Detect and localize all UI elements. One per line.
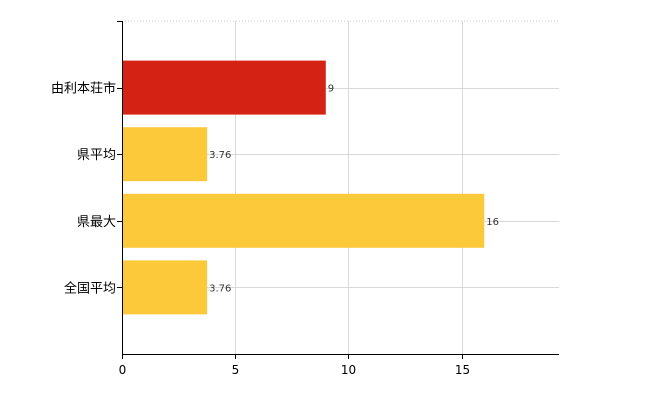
axes (122, 21, 559, 355)
x-tick-label-0: 0 (119, 363, 127, 377)
category-label-0: 由利本荘市 (51, 81, 116, 97)
bar-0 (122, 60, 326, 115)
data-label-2: 16 (486, 217, 499, 228)
category-label-1: 県平均 (77, 148, 116, 163)
data-label-1: 3.76 (209, 150, 231, 161)
data-label-3: 3.76 (209, 283, 231, 294)
bar-2 (122, 193, 485, 248)
category-label-3: 全国平均 (64, 280, 116, 296)
bar-3 (122, 260, 208, 315)
bars (122, 60, 485, 315)
labels: 0 5 10 15 9 由利本荘市 3.76 県平均 16 県最大 3.76 全国平均 (51, 21, 499, 377)
x-tick-label-1: 5 (232, 363, 240, 377)
category-label-2: 県最大 (77, 215, 116, 230)
x-tick-label-2: 10 (341, 363, 356, 377)
bar-1 (122, 127, 208, 182)
x-tick-label-3: 15 (455, 363, 470, 377)
data-label-0: 9 (328, 84, 334, 95)
